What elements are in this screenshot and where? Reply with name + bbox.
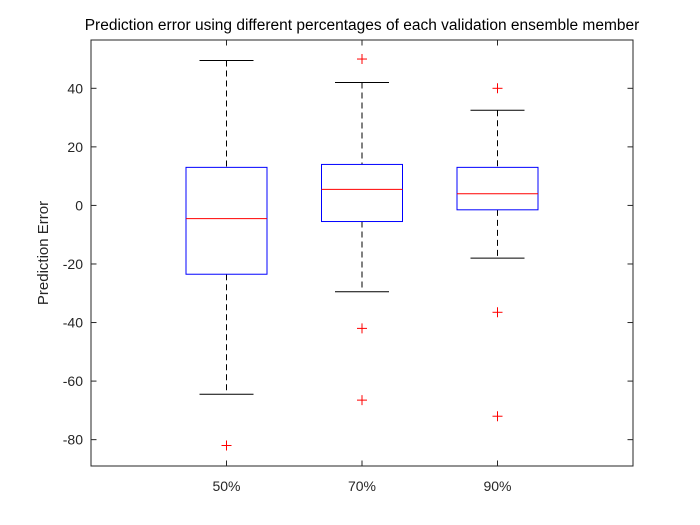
- y-tick-label: 0: [75, 197, 83, 213]
- outlier-marker: [357, 395, 367, 406]
- y-tick-label: -20: [63, 256, 83, 272]
- y-tick-label: 40: [67, 80, 83, 96]
- y-tick-label: -40: [63, 315, 83, 331]
- outlier-marker: [492, 307, 503, 318]
- y-tick-label: 20: [67, 139, 83, 155]
- box-50-percent: [185, 59, 268, 451]
- chart-title: Prediction error using different percent…: [85, 17, 640, 34]
- y-tick-label: -80: [63, 432, 83, 448]
- iqr-box: [185, 166, 268, 275]
- outlier-marker: [492, 83, 503, 94]
- y-tick-label: -60: [63, 373, 83, 389]
- x-tick-label: 50%: [212, 478, 240, 494]
- x-tick-label: 70%: [348, 478, 376, 494]
- box-70-percent: [321, 54, 403, 406]
- outlier-marker: [221, 440, 232, 451]
- box-90-percent: [456, 83, 539, 422]
- outlier-marker: [357, 54, 367, 65]
- y-axis-label: Prediction Error: [35, 201, 52, 305]
- outlier-marker: [357, 323, 367, 334]
- x-tick-label: 90%: [483, 478, 511, 494]
- outlier-marker: [492, 411, 503, 422]
- boxes-group: [185, 54, 539, 451]
- iqr-box: [456, 166, 539, 211]
- x-axis: 50% 70% 90%: [212, 40, 512, 494]
- iqr-box: [321, 163, 403, 223]
- y-axis: -80 -60 -40 -20 0 20 40: [63, 80, 633, 448]
